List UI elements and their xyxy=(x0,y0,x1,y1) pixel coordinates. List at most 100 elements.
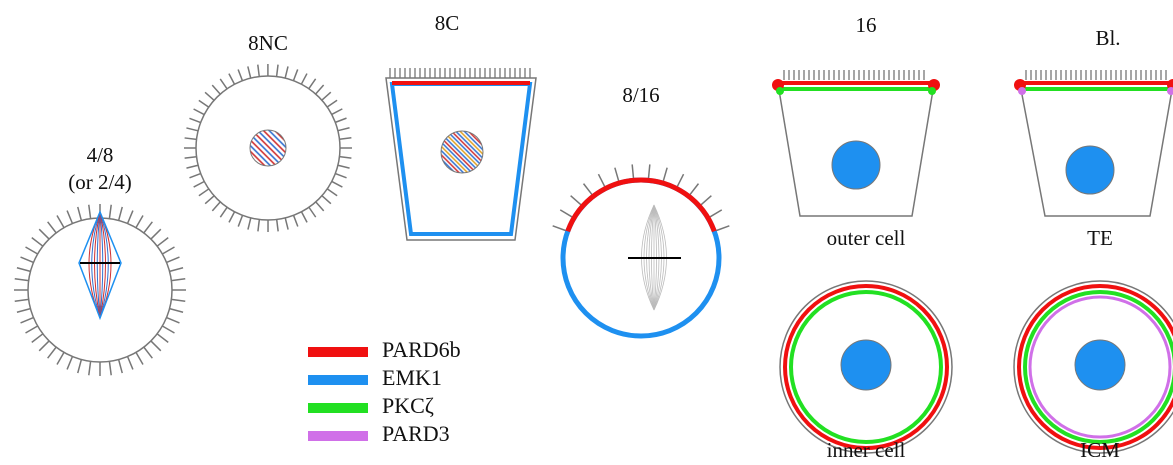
stage-label: 16 xyxy=(856,13,877,37)
microvillus xyxy=(212,85,220,94)
microvillus xyxy=(205,196,214,204)
microvillus xyxy=(277,65,278,77)
microvillus xyxy=(327,189,337,196)
microvillus xyxy=(39,229,49,239)
microvillus xyxy=(229,74,235,85)
legend-label: PKCζ xyxy=(382,393,434,418)
microvillus xyxy=(21,318,34,323)
microvillus xyxy=(309,79,316,89)
microvillus xyxy=(316,202,324,211)
microvillus xyxy=(293,69,297,80)
microvillus xyxy=(17,268,31,272)
microvillus xyxy=(316,85,324,94)
microvillus xyxy=(78,360,82,374)
legend-label: PARD6b xyxy=(382,337,461,362)
microvillus xyxy=(199,189,209,196)
cell-label: TE xyxy=(1087,226,1113,250)
junction-pkc xyxy=(928,87,936,95)
microvillus xyxy=(167,318,180,323)
microvillus xyxy=(663,168,667,181)
stage-label: 4/8 xyxy=(87,143,114,167)
microvillus xyxy=(119,360,123,374)
microvillus xyxy=(285,66,288,78)
microvillus xyxy=(144,222,153,233)
nucleus xyxy=(1066,146,1114,194)
legend-label: EMK1 xyxy=(382,365,442,390)
microvillus xyxy=(710,210,722,217)
microvillus xyxy=(258,219,259,231)
stage-label: (or 2/4) xyxy=(68,170,132,194)
nucleus xyxy=(250,130,286,166)
microvillus xyxy=(212,202,220,211)
microvillus xyxy=(220,207,227,217)
microvillus xyxy=(136,352,143,364)
microvillus xyxy=(128,357,133,370)
stage-label: 8/16 xyxy=(622,83,659,107)
microvillus xyxy=(26,326,38,333)
microvillus xyxy=(32,334,43,343)
cell-label: ICM xyxy=(1080,438,1120,462)
microvillus xyxy=(15,299,29,301)
microvillus xyxy=(128,211,133,224)
microvillus xyxy=(109,205,111,219)
microvillus xyxy=(89,361,91,375)
microvillus xyxy=(294,215,298,226)
microvillus xyxy=(32,238,43,247)
microvillus xyxy=(89,205,91,219)
microvillus xyxy=(57,216,64,228)
microvillus xyxy=(186,128,198,131)
microvillus xyxy=(584,184,593,195)
microvillus xyxy=(48,347,57,358)
microvillus xyxy=(157,334,168,343)
microvillus xyxy=(167,257,180,262)
microvillus xyxy=(109,361,111,375)
microvillus xyxy=(119,207,123,221)
microvillus xyxy=(553,226,566,231)
microvillus xyxy=(335,118,346,122)
microvillus xyxy=(170,309,184,313)
microvillus xyxy=(571,196,581,205)
microvillus xyxy=(238,69,242,80)
microvillus xyxy=(258,65,259,77)
microvillus xyxy=(199,100,209,107)
microvillus xyxy=(21,257,34,262)
microvillus xyxy=(301,212,307,223)
microvillus xyxy=(327,100,337,107)
microvillus xyxy=(339,138,351,139)
figure: 4/8 (or 2/4) 8NC 8C 8/16 16 Bl. outer ce… xyxy=(0,0,1173,465)
microvillus xyxy=(322,196,331,204)
microvillus xyxy=(151,229,161,239)
microvillus xyxy=(338,165,350,168)
microvillus xyxy=(229,212,235,223)
nucleus xyxy=(441,131,483,173)
microvillus xyxy=(185,138,197,139)
shapes xyxy=(14,64,1173,453)
microvillus xyxy=(136,216,143,228)
legend-label: PARD3 xyxy=(382,421,450,446)
microvillus xyxy=(48,222,57,233)
microvillus xyxy=(615,168,619,181)
microvillus xyxy=(185,157,197,158)
nucleus xyxy=(1075,340,1125,390)
microvillus xyxy=(144,347,153,358)
junction-pkc xyxy=(1018,87,1026,95)
microvillus xyxy=(220,79,227,89)
microvillus xyxy=(171,299,185,301)
microvillus xyxy=(560,210,572,217)
microvillus xyxy=(162,247,174,254)
microvillus xyxy=(285,218,288,230)
microvillus xyxy=(151,341,161,351)
microvillus xyxy=(189,118,200,122)
cell-label: outer cell xyxy=(827,226,906,250)
microvillus xyxy=(186,165,198,168)
microvillus xyxy=(194,181,205,187)
stage-label: Bl. xyxy=(1095,26,1120,50)
legend-swatch xyxy=(308,347,368,357)
microvillus xyxy=(677,174,683,186)
microvillus xyxy=(78,207,82,221)
microvillus xyxy=(598,174,604,186)
microvillus xyxy=(194,109,205,115)
stage-label: 8C xyxy=(435,11,460,35)
microvillus xyxy=(632,164,633,178)
microvillus xyxy=(716,226,729,231)
